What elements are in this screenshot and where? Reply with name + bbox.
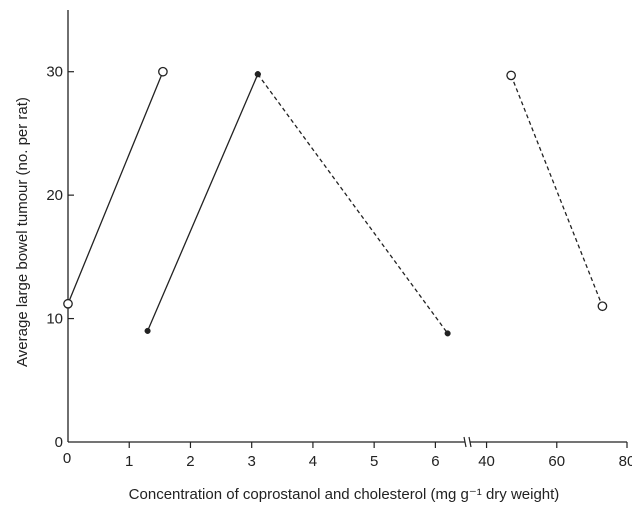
y-tick-label: 30 <box>46 64 63 81</box>
series-line-1 <box>67 71 164 305</box>
axes <box>67 10 627 448</box>
x-tick-label: 80 <box>619 453 632 470</box>
ticks-layer: 0 10 20 30 0 1 2 3 4 5 6 40 60 80 <box>46 64 632 470</box>
data-point-filled <box>444 330 451 337</box>
x-tick-label: 6 <box>431 453 439 470</box>
x-axis-label: Concentration of coprostanol and cholest… <box>129 486 560 503</box>
x-tick-label: 40 <box>478 453 495 470</box>
series-line-4 <box>510 75 604 307</box>
y-axis-label: Average large bowel tumour (no. per rat) <box>14 97 31 367</box>
data-point-filled <box>254 71 261 78</box>
x-tick-label: 60 <box>548 453 565 470</box>
y-tick-label: 20 <box>46 187 63 204</box>
series-line-3 <box>257 73 449 334</box>
data-point-open <box>63 298 73 309</box>
y-tick-label: 0 <box>55 434 63 451</box>
x-tick-label: 0 <box>63 450 71 467</box>
data-point-filled <box>144 327 151 334</box>
x-tick-label: 4 <box>309 453 317 470</box>
data-point-open <box>597 301 608 312</box>
y-tick-label: 10 <box>46 311 63 328</box>
series-layer <box>63 66 608 337</box>
series-line-2 <box>147 73 259 332</box>
x-tick-label: 5 <box>370 453 378 470</box>
x-tick-label: 1 <box>125 453 133 470</box>
data-point-open <box>158 66 168 77</box>
data-point-open <box>506 70 516 81</box>
axis-break-mark <box>463 436 467 448</box>
axis-break-mark <box>468 436 472 448</box>
x-tick-label: 2 <box>186 453 194 470</box>
x-tick-label: 3 <box>248 453 256 470</box>
